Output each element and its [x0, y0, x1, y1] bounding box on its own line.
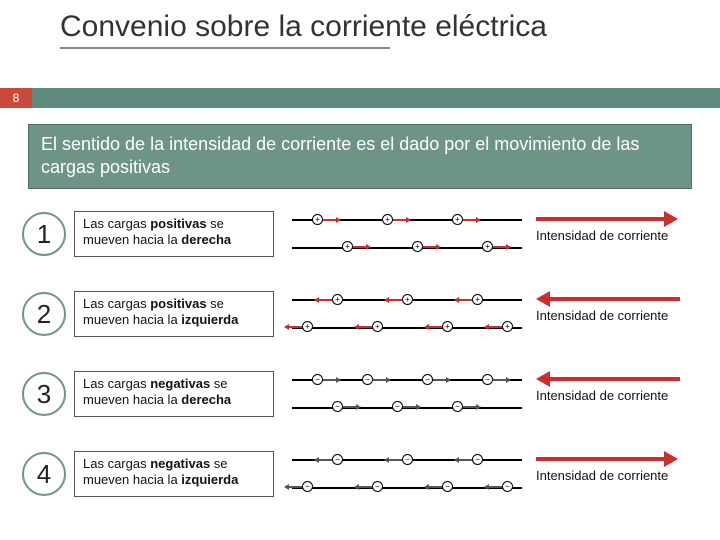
charge-arrow-icon: [358, 486, 372, 488]
charge-arrow-icon: [463, 219, 477, 221]
charge-arrow-icon: [403, 406, 417, 408]
positive-charge-icon: +: [382, 214, 393, 225]
charge-arrow-icon: [493, 379, 507, 381]
current-arrow-icon: [550, 377, 680, 381]
charge-arrow-icon: [318, 459, 332, 461]
row-4: 4Las cargas negativas se mueven hacia la…: [22, 444, 698, 504]
negative-charge-icon: −: [442, 481, 453, 492]
charge-arrow-icon: [388, 299, 402, 301]
row-description: Las cargas negativas se mueven hacia la …: [74, 451, 274, 497]
negative-charge-icon: −: [392, 401, 403, 412]
row-1: 1Las cargas positivas se mueven hacia la…: [22, 204, 698, 264]
charge-arrow-icon: [393, 219, 407, 221]
charge-arrow-icon: [493, 246, 507, 248]
charge-arrow-icon: [433, 379, 447, 381]
current-indicator: Intensidad de corriente: [536, 211, 686, 257]
charge-arrow-icon: [343, 406, 357, 408]
row-number-badge: 2: [22, 292, 66, 336]
current-arrow-head-icon: [664, 451, 678, 467]
current-arrow-head-icon: [536, 291, 550, 307]
charge-arrow-icon: [458, 459, 472, 461]
positive-charge-icon: +: [442, 321, 453, 332]
charge-arrow-icon: [358, 326, 372, 328]
charge-arrow-icon: [488, 326, 502, 328]
positive-charge-icon: +: [332, 294, 343, 305]
charge-diagram: + + + + + + +: [292, 291, 522, 337]
current-label: Intensidad de corriente: [536, 309, 668, 324]
charge-diagram: − − − − − − −: [292, 371, 522, 417]
charge-arrow-icon: [488, 486, 502, 488]
charge-arrow-icon: [288, 486, 302, 488]
positive-charge-icon: +: [372, 321, 383, 332]
charge-arrow-icon: [323, 219, 337, 221]
positive-charge-icon: +: [402, 294, 413, 305]
negative-charge-icon: −: [472, 454, 483, 465]
row-number-badge: 3: [22, 372, 66, 416]
current-label: Intensidad de corriente: [536, 469, 668, 484]
current-label: Intensidad de corriente: [536, 389, 668, 404]
rows-container: 1Las cargas positivas se mueven hacia la…: [22, 204, 698, 524]
current-arrow-head-icon: [664, 211, 678, 227]
negative-charge-icon: −: [332, 454, 343, 465]
negative-charge-icon: −: [502, 481, 513, 492]
charge-arrow-icon: [288, 326, 302, 328]
current-arrow-head-icon: [536, 371, 550, 387]
slide-number: 8: [0, 88, 32, 108]
title-underline: [60, 47, 390, 49]
title-area: Convenio sobre la corriente eléctrica: [0, 0, 720, 49]
charge-arrow-icon: [323, 379, 337, 381]
negative-charge-icon: −: [402, 454, 413, 465]
current-arrow-icon: [536, 457, 666, 461]
positive-charge-icon: +: [502, 321, 513, 332]
row-number-badge: 4: [22, 452, 66, 496]
current-indicator: Intensidad de corriente: [536, 291, 686, 337]
current-indicator: Intensidad de corriente: [536, 451, 686, 497]
positive-charge-icon: +: [312, 214, 323, 225]
charge-arrow-icon: [458, 299, 472, 301]
charge-arrow-icon: [353, 246, 367, 248]
negative-charge-icon: −: [482, 374, 493, 385]
negative-charge-icon: −: [302, 481, 313, 492]
positive-charge-icon: +: [342, 241, 353, 252]
current-label: Intensidad de corriente: [536, 229, 668, 244]
positive-charge-icon: +: [302, 321, 313, 332]
current-arrow-icon: [550, 297, 680, 301]
negative-charge-icon: −: [332, 401, 343, 412]
row-description: Las cargas negativas se mueven hacia la …: [74, 371, 274, 417]
current-arrow-icon: [536, 217, 666, 221]
charge-arrow-icon: [428, 326, 442, 328]
slide-title: Convenio sobre la corriente eléctrica: [60, 10, 720, 45]
negative-charge-icon: −: [372, 481, 383, 492]
row-number-badge: 1: [22, 212, 66, 256]
charge-diagram: − − − − − − −: [292, 451, 522, 497]
charge-arrow-icon: [423, 246, 437, 248]
row-2: 2Las cargas positivas se mueven hacia la…: [22, 284, 698, 344]
negative-charge-icon: −: [312, 374, 323, 385]
charge-arrow-icon: [318, 299, 332, 301]
accent-bar: [0, 88, 720, 108]
positive-charge-icon: +: [472, 294, 483, 305]
row-description: Las cargas positivas se mueven hacia la …: [74, 211, 274, 257]
current-indicator: Intensidad de corriente: [536, 371, 686, 417]
row-description: Las cargas positivas se mueven hacia la …: [74, 291, 274, 337]
positive-charge-icon: +: [452, 214, 463, 225]
negative-charge-icon: −: [422, 374, 433, 385]
negative-charge-icon: −: [362, 374, 373, 385]
row-3: 3Las cargas negativas se mueven hacia la…: [22, 364, 698, 424]
charge-arrow-icon: [463, 406, 477, 408]
positive-charge-icon: +: [482, 241, 493, 252]
positive-charge-icon: +: [412, 241, 423, 252]
statement-box: El sentido de la intensidad de corriente…: [28, 124, 692, 189]
charge-arrow-icon: [428, 486, 442, 488]
charge-arrow-icon: [388, 459, 402, 461]
charge-diagram: + + + + + +: [292, 211, 522, 257]
negative-charge-icon: −: [452, 401, 463, 412]
charge-arrow-icon: [373, 379, 387, 381]
